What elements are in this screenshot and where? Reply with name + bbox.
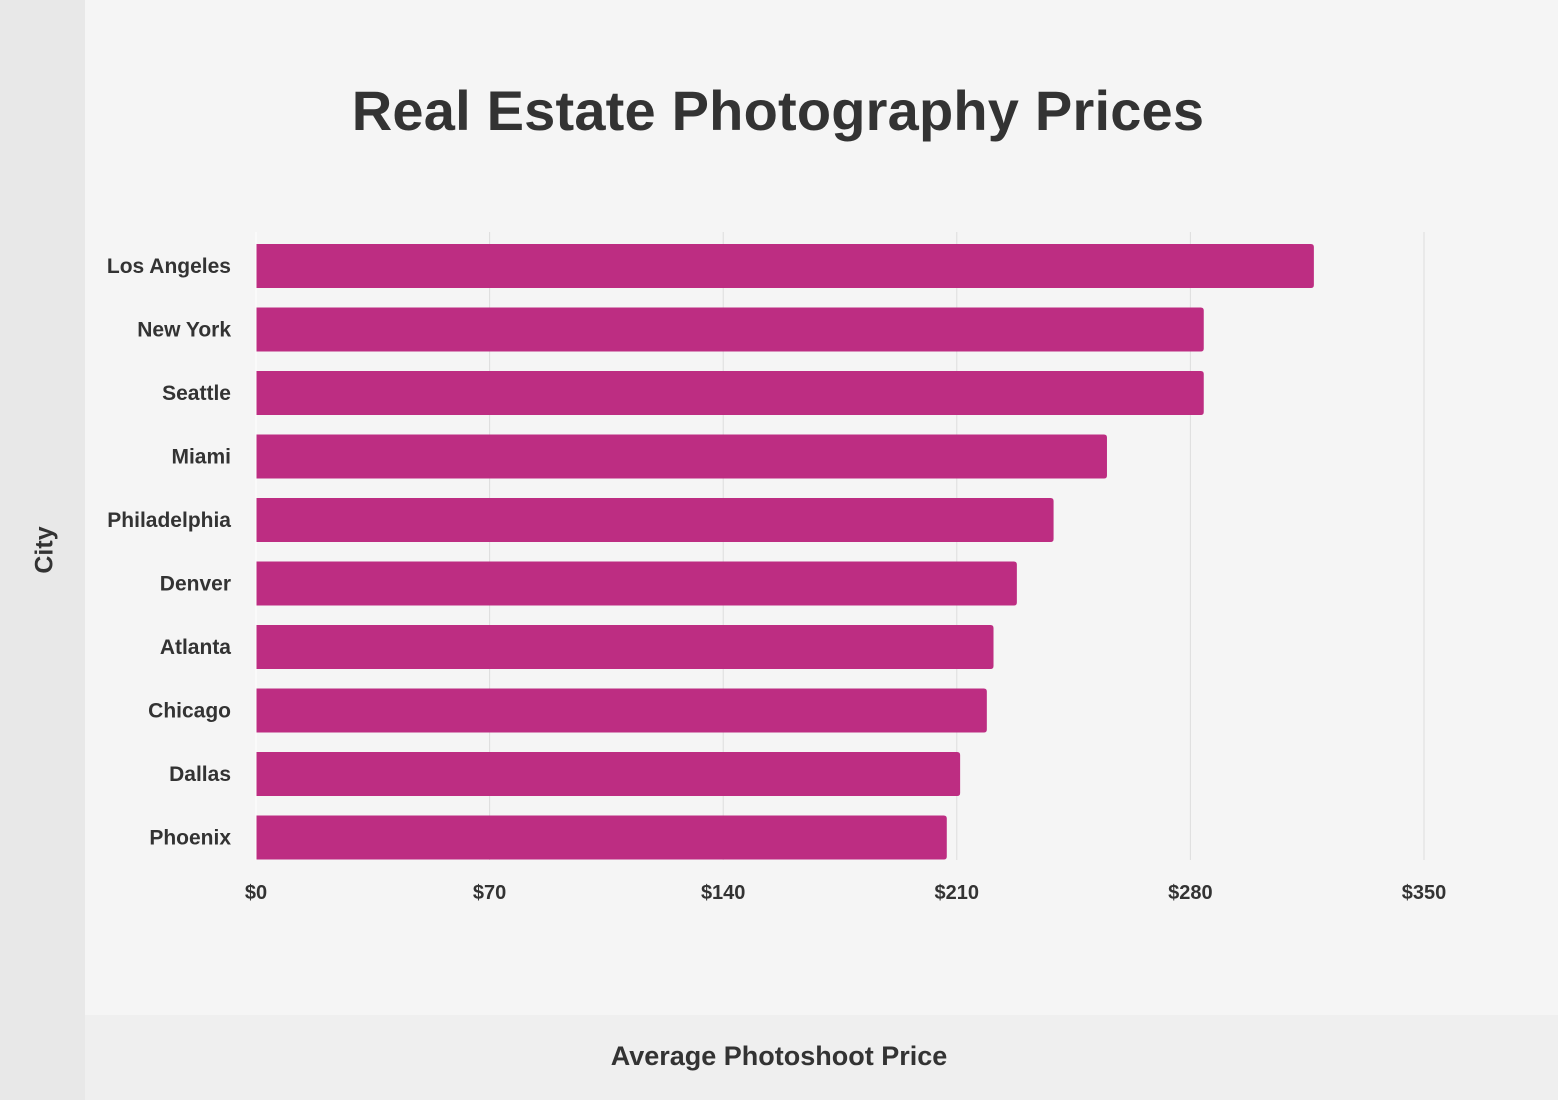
x-axis-title-strip	[85, 1015, 1558, 1100]
bar-atlanta	[256, 625, 994, 669]
x-tick-label: $350	[1402, 882, 1447, 904]
category-label: Phoenix	[149, 827, 231, 850]
bar-chicago	[256, 688, 987, 733]
x-tick-label: $70	[473, 882, 506, 904]
bar-new-york	[256, 307, 1204, 352]
x-tick-label: $280	[1168, 882, 1213, 904]
category-label: Atlanta	[160, 636, 231, 659]
category-label: New York	[137, 319, 231, 342]
bar-los-angeles	[256, 244, 1314, 288]
category-label: Denver	[160, 573, 231, 596]
bar-dallas	[256, 752, 961, 796]
bar-phoenix	[256, 815, 947, 860]
x-axis-title: Average Photoshoot Price	[610, 1041, 948, 1071]
category-label: Chicago	[148, 700, 231, 723]
bar-miami	[256, 434, 1107, 479]
category-label: Dallas	[169, 763, 231, 786]
x-tick-label: $0	[245, 882, 267, 904]
x-tick-labels: $0 $70 $140 $210 $280 $350	[245, 882, 1446, 904]
bar-philadelphia	[256, 498, 1054, 542]
bar-seattle	[256, 371, 1204, 415]
x-tick-label: $210	[935, 882, 980, 904]
y-axis-title-strip	[0, 0, 85, 1100]
category-labels: Los Angeles New York Seattle Miami Philadelp…	[107, 255, 231, 850]
chart-title: Real Estate Photography Prices	[351, 79, 1205, 142]
bars	[256, 244, 1314, 860]
category-label: Philadelphia	[107, 509, 231, 532]
bar-denver	[256, 561, 1017, 606]
x-tick-label: $140	[701, 882, 746, 904]
category-label: Seattle	[162, 382, 231, 405]
category-label: Los Angeles	[107, 255, 231, 278]
category-label: Miami	[171, 446, 231, 469]
